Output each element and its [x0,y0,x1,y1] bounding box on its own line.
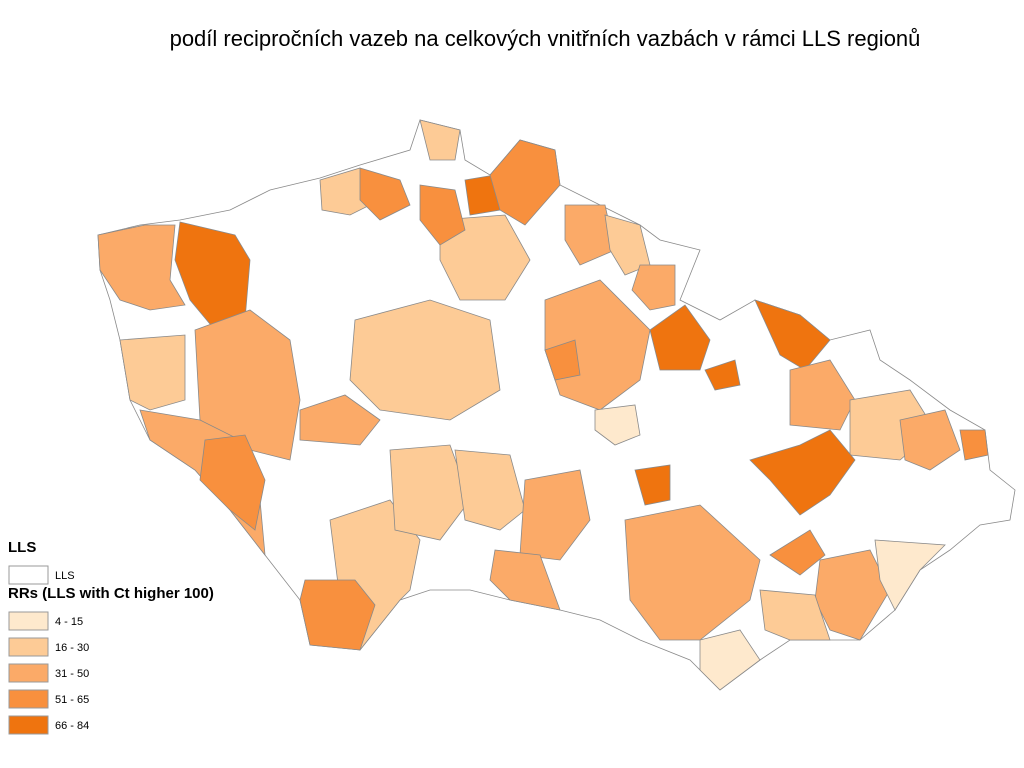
region [749,429,856,516]
legend: LLS LLS RRs (LLS with Ct higher 100) 4 - 15… [8,539,214,735]
region [754,299,831,371]
legend-swatch [8,611,49,631]
legend-group-title: LLS [8,539,36,556]
region [454,449,526,531]
region [699,629,761,691]
region [759,589,831,641]
region [419,119,461,161]
region [359,167,411,221]
region [389,444,471,541]
region [299,394,381,446]
region [199,434,266,531]
region [624,504,761,641]
legend-label: 66 - 84 [55,720,89,732]
legend-swatch [8,689,49,709]
legend-label: 31 - 50 [55,668,89,680]
region [649,304,711,371]
legend-swatch [8,663,49,683]
region [519,469,591,561]
region [299,579,376,651]
map-title: podíl recipročních vazeb na celkových vn… [170,26,921,51]
region [119,334,186,411]
legend-swatch [8,565,49,585]
region [439,214,531,301]
legend-label: 16 - 30 [55,642,89,654]
region [874,539,946,611]
legend-label: 51 - 65 [55,694,89,706]
map [97,119,1016,691]
region [489,139,561,226]
region [489,549,561,611]
legend-label: 4 - 15 [55,616,83,628]
region [899,409,961,471]
region [634,464,671,506]
region [789,359,856,431]
region [349,299,501,421]
region [604,214,651,276]
region [594,404,641,446]
region [631,264,676,311]
region [564,204,616,266]
legend-group-title: RRs (LLS with Ct higher 100) [8,585,214,602]
legend-swatch [8,715,49,735]
region [769,529,826,576]
legend-label: LLS [55,570,75,582]
region [704,359,741,391]
region [544,339,581,381]
legend-swatch [8,637,49,657]
region [959,429,989,461]
region [419,184,466,246]
region [97,224,186,311]
